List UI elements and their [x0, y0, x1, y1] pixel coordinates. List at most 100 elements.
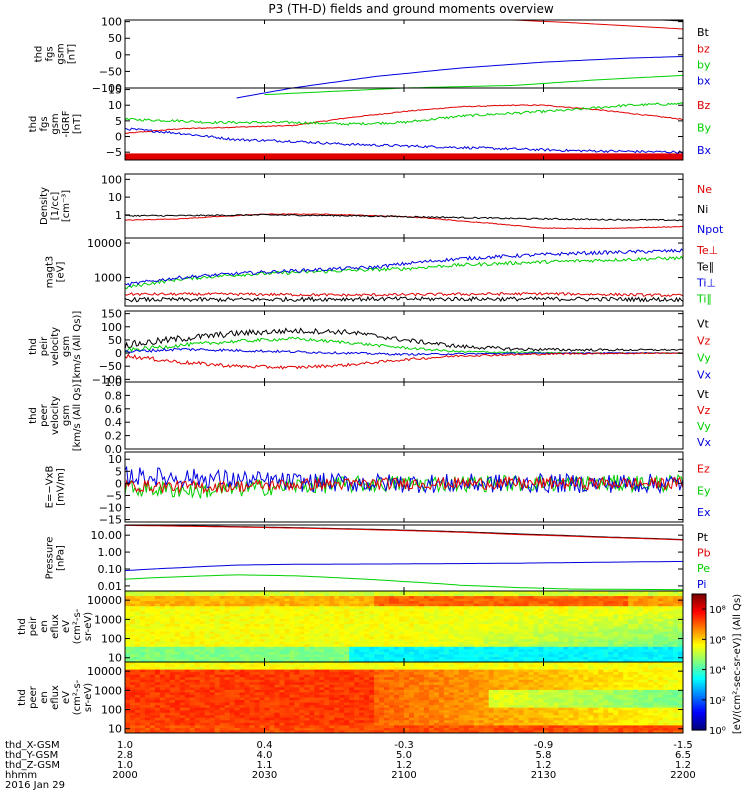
y-axis-label-line: eflux — [50, 614, 61, 639]
y-axis-label-line: thd — [34, 46, 45, 63]
colorbar-step — [692, 709, 706, 713]
y-tick-label: 10 — [108, 652, 122, 665]
y-axis-label: magt3 [eV] — [45, 256, 67, 289]
colorbar-step — [692, 643, 706, 647]
x-row-label: thd_X-GSM — [5, 740, 60, 751]
colorbar-step — [692, 632, 706, 636]
y-axis-label-line: thd — [17, 689, 28, 706]
legend-te: Te⊥ — [696, 244, 718, 257]
series-te — [125, 295, 683, 303]
y-axis-label: thd peer velocity gsm [km/s (All Qs)] — [28, 380, 83, 452]
colorbar-tick-label: 10⁶ — [709, 635, 726, 646]
legend-vx: Vx — [697, 368, 712, 381]
y-tick-label: 1.0 — [105, 376, 123, 389]
colorbar-step — [692, 664, 706, 668]
y-axis-label-line: peir — [28, 616, 39, 636]
colorbar-step — [692, 600, 706, 604]
panel-6: 1.00.80.60.40.20.0 thd peer velocity gsm [km/… — [28, 376, 712, 456]
colorbar-step — [692, 682, 706, 686]
y-axis-label-line: [nT] — [67, 44, 78, 64]
colorbar-step — [692, 618, 706, 622]
colorbar-step — [692, 693, 706, 697]
panel-frame — [124, 19, 684, 89]
y-axis-label-line: peer — [39, 403, 50, 427]
legend-pt: Pt — [697, 531, 709, 544]
y-tick-label: 100 — [101, 321, 122, 334]
legend-vz: Vz — [697, 404, 711, 417]
colorbar-step — [692, 607, 706, 611]
y-tick-label: 100 — [101, 173, 122, 186]
series-pi — [125, 560, 683, 572]
y-axis-label-line: (cm²-s- — [72, 679, 83, 715]
y-axis-label: thd peir en eflux eV (cm²-s-sr-eV) — [17, 608, 94, 644]
legend-ti: Ti∥ — [696, 293, 712, 306]
series-lines — [125, 524, 683, 591]
colorbar-step — [692, 648, 706, 652]
series-ti — [125, 248, 683, 288]
y-axis-label-line: thd — [28, 116, 39, 133]
x-row-value: -0.3 — [394, 740, 414, 751]
y-tick-label: 100 — [101, 16, 122, 29]
colorbar-tick-label: 10⁴ — [709, 666, 726, 677]
panel-3: 100 10 1 Density [1/cc] [cm⁻³] Ne Ni Npot — [39, 173, 724, 239]
panel-4: 10000 1000 magt3 [eV] Te⊥ Te∥ Ti⊥ Ti∥ — [45, 237, 718, 307]
series-bx — [236, 56, 683, 99]
colorbar-step — [692, 612, 706, 615]
y-axis-label-line: fgs — [39, 116, 50, 131]
y-tick-label: 1.00 — [98, 546, 123, 559]
series-ey — [125, 474, 683, 499]
series-bz — [125, 104, 683, 134]
x-row-value: -0.9 — [534, 740, 554, 751]
colorbar-step — [692, 603, 706, 606]
colorbar-step — [692, 621, 706, 625]
x-row-value: 1.2 — [396, 760, 412, 771]
colorbar-step — [692, 609, 706, 613]
colorbar-step — [692, 698, 706, 702]
y-axis-label-line: gsm — [56, 43, 67, 64]
colorbar-step — [692, 707, 706, 711]
series-lines — [125, 213, 683, 230]
y-tick-label: 5 — [115, 115, 122, 128]
x-hhmm-label: hhmm — [5, 770, 37, 781]
legend-vt: Vt — [697, 318, 710, 331]
legend-by: By — [697, 121, 712, 134]
colorbar-tick-label: 10⁸ — [709, 605, 726, 616]
legend-bz: Bz — [697, 99, 711, 112]
y-tick-label: 100 — [101, 633, 122, 646]
y-axis-label-line: Density — [39, 187, 50, 225]
y-tick-label: 50 — [108, 334, 122, 347]
x-row-value: 6.5 — [675, 750, 691, 761]
y-tick-label: −15 — [99, 514, 122, 527]
y-axis-label-line: eflux — [50, 685, 61, 710]
panel-frame — [124, 381, 684, 450]
colorbar-tick-label: 10² — [709, 696, 726, 707]
y-axis-label-line: [nPa] — [56, 545, 67, 571]
y-axis-label-line: en — [39, 620, 50, 633]
panel-1: 100 50 0 −50 −100 thd fgs gsm [nT] Bt bz by bx — [34, 16, 711, 99]
colorbar-step — [692, 605, 706, 609]
y-tick-label: 10000 — [87, 594, 122, 607]
y-tick-label: 0 — [115, 477, 122, 490]
y-tick-label: 10 — [108, 453, 122, 466]
y-axis-label-line: Pressure — [45, 537, 56, 580]
y-tick-label: 1000 — [94, 613, 122, 626]
y-tick-label: −5 — [106, 146, 122, 159]
y-tick-label: 0.6 — [105, 403, 123, 416]
colorbar-frame — [691, 593, 707, 731]
y-axis-label-line: thd — [28, 338, 39, 355]
x-row-value: 1.2 — [675, 760, 691, 771]
panel-frame — [124, 87, 684, 161]
colorbar-step — [692, 727, 706, 731]
colorbar-step — [692, 598, 706, 602]
y-axis-label-line: thd — [17, 618, 28, 635]
colorbar-step — [692, 646, 706, 649]
y-axis-label-line: gsm — [61, 405, 72, 426]
series-by — [125, 101, 683, 126]
x-date-label: 2016 Jan 29 — [5, 780, 65, 791]
x-row-value: 5.0 — [396, 750, 412, 761]
colorbar-step — [692, 616, 706, 620]
chart-title: P3 (TH-D) fields and ground moments over… — [268, 2, 553, 16]
colorbar-step — [692, 705, 706, 708]
